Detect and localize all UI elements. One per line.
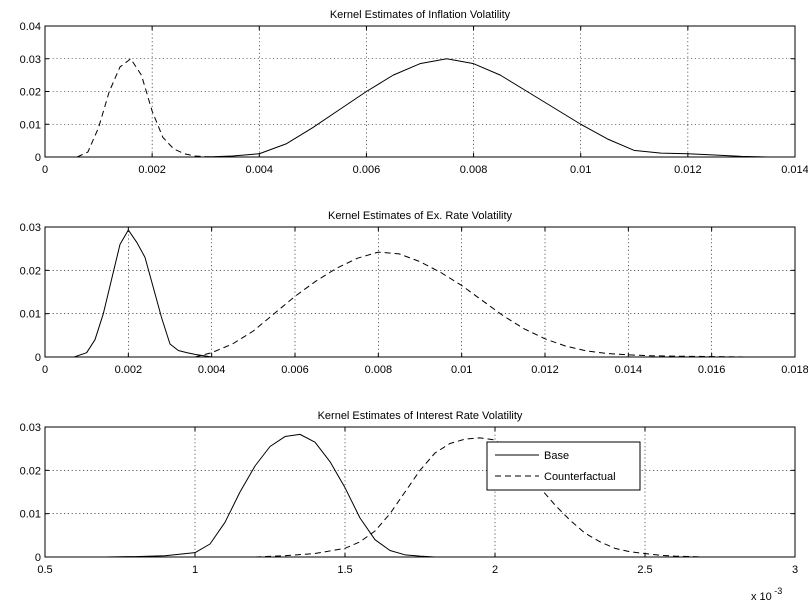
- y-tick-label: 0.01: [20, 509, 41, 521]
- x-tick-label: 0.018: [781, 364, 808, 376]
- y-tick-label: 0.03: [20, 222, 41, 234]
- y-tick-label: 0.01: [20, 119, 41, 131]
- x-tick-label: 0.012: [674, 164, 702, 176]
- x-tick-label: 0.01: [451, 364, 472, 376]
- y-tick-label: 0.01: [20, 309, 41, 321]
- y-tick-label: 0.03: [20, 422, 41, 434]
- x-tick-label: 0.014: [781, 164, 808, 176]
- dashed-series-line: [254, 437, 706, 557]
- legend-entry-label: Base: [544, 450, 569, 462]
- plot-frame: [44, 226, 796, 358]
- x-tick-label: 1: [192, 564, 198, 576]
- x-tick-label: 0.01: [570, 164, 591, 176]
- x-tick-label: 2: [492, 564, 498, 576]
- legend-box: [486, 441, 641, 491]
- x-tick-label: 0.014: [615, 364, 643, 376]
- chart-title: Kernel Estimates of Inflation Volatility: [330, 9, 511, 21]
- x-tick-label: 0: [42, 364, 48, 376]
- solid-series-line: [205, 58, 769, 157]
- y-tick-label: 0.04: [20, 21, 41, 33]
- x-tick-label: 0.006: [281, 364, 309, 376]
- dashed-series-line: [194, 251, 746, 357]
- solid-series-line: [104, 433, 436, 557]
- chart-panel-2: Kernel Estimates of Ex. Rate Volatility 0…: [20, 210, 808, 376]
- y-tick-label: 0.02: [20, 465, 41, 477]
- x-tick-label: 0.002: [138, 164, 166, 176]
- x-tick-label: 2.5: [637, 564, 652, 576]
- chart-title: Kernel Estimates of Ex. Rate Volatility: [328, 210, 513, 222]
- legend: Base Counterfactual: [486, 441, 641, 491]
- chart-panel-1: Kernel Estimates of Inflation Volatility…: [20, 9, 808, 176]
- chart-title: Kernel Estimates of Interest Rate Volati…: [318, 410, 523, 422]
- x-tick-label: 0.012: [531, 364, 559, 376]
- x-tick-label: 3: [792, 564, 798, 576]
- x-tick-label: 0.004: [198, 364, 226, 376]
- chart-panel-3: Kernel Estimates of Interest Rate Volati…: [20, 410, 798, 603]
- y-tick-label: 0: [35, 552, 41, 564]
- x-tick-label: 0.5: [37, 564, 52, 576]
- y-tick-label: 0: [35, 152, 41, 164]
- x-tick-label: 0: [42, 164, 48, 176]
- x-tick-label: 1.5: [337, 564, 352, 576]
- y-tick-label: 0.02: [20, 87, 41, 99]
- dashed-series-line: [76, 58, 217, 157]
- solid-series-line: [74, 229, 212, 357]
- y-tick-label: 0.03: [20, 54, 41, 66]
- plot-frame: [44, 25, 796, 158]
- x-tick-label: 0.008: [460, 164, 488, 176]
- y-tick-label: 0: [35, 352, 41, 364]
- x-tick-label: 0.008: [365, 364, 393, 376]
- x-axis-multiplier: x 10 -3: [751, 586, 782, 603]
- legend-entry-label: Counterfactual: [544, 471, 616, 483]
- x-tick-label: 0.002: [115, 364, 143, 376]
- y-tick-label: 0.02: [20, 265, 41, 277]
- x-tick-label: 0.004: [246, 164, 274, 176]
- x-tick-label: 0.006: [353, 164, 381, 176]
- plot-frame: [44, 426, 796, 558]
- x-tick-label: 0.016: [698, 364, 726, 376]
